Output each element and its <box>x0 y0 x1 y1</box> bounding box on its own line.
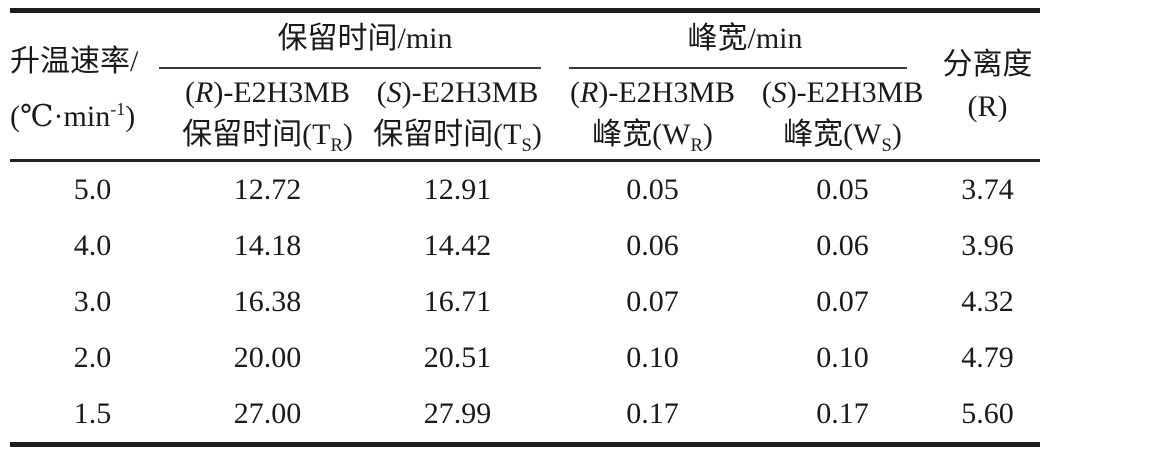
cell-heating-rate: 3.0 <box>73 285 112 318</box>
col-header-s-peak-width: (S)-E2H3MB 峰宽(WS) <box>761 76 924 156</box>
col-header-s-retention: (S)-E2H3MB 保留时间(TS) <box>373 76 542 156</box>
table-row: 3.0 16.38 16.71 0.07 0.07 4.32 <box>10 274 1040 330</box>
cell-heating-rate: 1.5 <box>73 397 112 430</box>
table-header: 升温速率/ (℃·min-1) 保留时间/min 峰宽/min 分离度 (R) … <box>10 11 1041 161</box>
col-header-heating-rate: 升温速率/ (℃·min-1) <box>10 11 175 161</box>
cell-r-retention: 27.00 <box>233 397 302 430</box>
col-header-r-peak-width: (R)-E2H3MB 峰宽(WR) <box>570 76 735 156</box>
cell-s-retention: 20.51 <box>423 341 492 374</box>
cell-resolution: 3.74 <box>961 173 1014 206</box>
cell-r-peak-width: 0.05 <box>626 173 679 206</box>
table-row: 2.0 20.00 20.51 0.10 0.10 4.79 <box>10 330 1040 386</box>
cell-heating-rate: 5.0 <box>73 173 112 206</box>
group-header-peak-width: 峰宽/min <box>555 11 935 69</box>
col-header-r-retention: (R)-E2H3MB 保留时间(TR) <box>182 76 353 156</box>
heating-rate-unit: (℃·min-1) <box>10 99 136 133</box>
cell-resolution: 3.96 <box>961 229 1014 262</box>
cell-r-peak-width: 0.17 <box>626 397 679 430</box>
cell-resolution: 4.79 <box>961 341 1014 374</box>
cell-s-peak-width: 0.07 <box>816 285 869 318</box>
chromatography-separation-table: 升温速率/ (℃·min-1) 保留时间/min 峰宽/min 分离度 (R) … <box>10 8 1041 447</box>
cell-resolution: 5.60 <box>961 397 1014 430</box>
cell-resolution: 4.32 <box>961 285 1014 318</box>
cell-r-retention: 14.18 <box>233 229 302 262</box>
cell-s-retention: 16.71 <box>423 285 492 318</box>
cell-s-peak-width: 0.17 <box>816 397 869 430</box>
table-row: 4.0 14.18 14.42 0.06 0.06 3.96 <box>10 218 1040 274</box>
cell-s-retention: 27.99 <box>423 397 492 430</box>
heating-rate-label: 升温速率/ <box>10 44 139 78</box>
table-body: 5.0 12.72 12.91 0.05 0.05 3.74 4.0 14.18… <box>10 161 1040 445</box>
cell-s-retention: 14.42 <box>423 229 492 262</box>
cell-s-retention: 12.91 <box>423 173 492 206</box>
cell-r-peak-width: 0.07 <box>626 285 679 318</box>
cell-r-retention: 16.38 <box>233 285 302 318</box>
table-row: 5.0 12.72 12.91 0.05 0.05 3.74 <box>10 161 1040 219</box>
cell-r-retention: 12.72 <box>233 173 302 206</box>
col-header-resolution: 分离度 (R) <box>942 48 1033 123</box>
group-header-retention-time: 保留时间/min <box>158 11 555 69</box>
cell-s-peak-width: 0.10 <box>816 341 869 374</box>
cell-r-peak-width: 0.06 <box>626 229 679 262</box>
cell-r-retention: 20.00 <box>233 341 302 374</box>
cell-s-peak-width: 0.05 <box>816 173 869 206</box>
cell-r-peak-width: 0.10 <box>626 341 679 374</box>
cell-s-peak-width: 0.06 <box>816 229 869 262</box>
cell-heating-rate: 2.0 <box>73 341 112 374</box>
cell-heating-rate: 4.0 <box>73 229 112 262</box>
table-row: 1.5 27.00 27.99 0.17 0.17 5.60 <box>10 386 1040 445</box>
